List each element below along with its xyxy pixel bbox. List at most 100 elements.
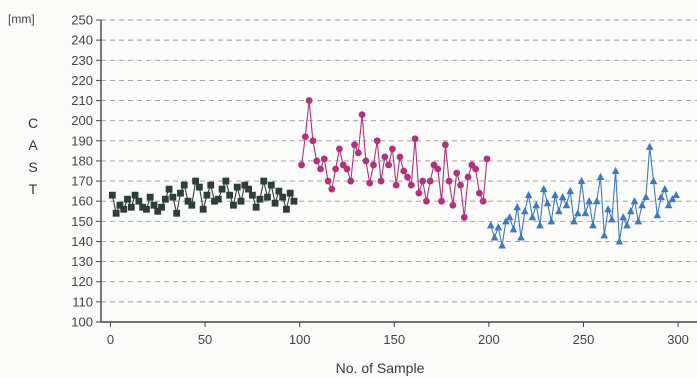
- data-point: [608, 215, 616, 223]
- data-point: [445, 177, 453, 185]
- data-point: [498, 241, 506, 249]
- data-point: [241, 181, 249, 189]
- data-point: [524, 190, 533, 199]
- data-point: [161, 195, 169, 203]
- y-tick-label: 250: [71, 13, 93, 28]
- data-point: [324, 177, 332, 185]
- data-point: [264, 193, 271, 201]
- data-point: [248, 191, 256, 199]
- data-point: [570, 217, 578, 225]
- data-point: [112, 209, 120, 217]
- y-tick-label: 170: [71, 174, 93, 189]
- y-tick-label: 190: [71, 133, 93, 148]
- data-point: [419, 177, 427, 185]
- data-point: [562, 201, 571, 209]
- data-point: [358, 111, 366, 119]
- data-point: [385, 161, 392, 169]
- data-point: [453, 169, 461, 177]
- data-point: [173, 209, 181, 217]
- data-point: [536, 221, 544, 229]
- data-point: [615, 237, 624, 245]
- x-tick-label: 100: [289, 332, 311, 347]
- y-tick-label: 110: [72, 294, 93, 309]
- data-point: [139, 203, 147, 211]
- axes: [100, 20, 697, 323]
- data-point: [392, 181, 400, 189]
- data-point: [600, 231, 609, 239]
- data-point: [423, 197, 430, 205]
- data-point: [581, 209, 590, 217]
- data-point: [555, 207, 563, 215]
- data-point: [388, 145, 396, 153]
- x-tick-label: 50: [198, 332, 212, 347]
- data-point: [124, 195, 131, 203]
- data-point: [438, 197, 445, 205]
- data-point: [146, 193, 154, 201]
- data-point: [513, 203, 522, 211]
- data-point: [589, 221, 597, 229]
- data-point: [218, 185, 226, 193]
- data-point: [222, 177, 230, 185]
- y-tick-label: 120: [71, 274, 93, 289]
- data-point: [154, 207, 162, 215]
- data-point: [558, 192, 567, 201]
- data-point: [283, 205, 290, 213]
- data-point: [672, 190, 680, 199]
- data-point: [377, 177, 385, 185]
- series-2: [298, 97, 491, 221]
- y-tick-label: 100: [71, 315, 93, 330]
- y-tick-label: 160: [71, 194, 93, 209]
- data-point: [343, 165, 351, 173]
- x-tick-label: 0: [107, 332, 114, 347]
- data-point: [494, 223, 503, 231]
- data-point: [230, 201, 237, 209]
- data-point: [150, 201, 158, 209]
- x-tick-label: 300: [667, 332, 689, 347]
- data-point: [320, 155, 328, 163]
- x-tick-label: 150: [383, 332, 405, 347]
- data-point: [135, 197, 143, 205]
- data-point: [645, 142, 654, 150]
- data-point: [328, 185, 336, 193]
- data-point: [449, 201, 457, 209]
- data-point: [275, 187, 283, 195]
- data-point: [143, 205, 150, 213]
- data-point: [336, 145, 343, 153]
- data-point: [370, 161, 377, 169]
- y-unit-label: [mm]: [8, 12, 35, 26]
- y-tick-label: 240: [71, 33, 93, 48]
- data-point: [517, 233, 525, 241]
- data-point: [332, 165, 340, 173]
- data-point: [301, 133, 309, 141]
- y-tick-label: 150: [71, 214, 93, 229]
- data-point: [373, 137, 381, 145]
- data-point: [226, 191, 234, 199]
- data-point: [188, 201, 196, 209]
- data-point: [457, 181, 464, 189]
- data-point: [290, 197, 298, 205]
- data-point: [630, 197, 639, 205]
- data-point: [539, 184, 548, 193]
- data-point: [649, 176, 658, 185]
- data-point: [642, 192, 650, 201]
- data-point: [638, 201, 646, 209]
- data-point: [396, 153, 404, 161]
- data-point: [585, 197, 593, 205]
- data-point: [441, 141, 449, 149]
- data-point: [543, 199, 552, 207]
- data-point: [309, 137, 317, 145]
- data-point: [286, 189, 294, 197]
- data-point: [611, 166, 620, 174]
- data-point: [551, 190, 559, 199]
- x-axis-title: No. of Sample: [336, 360, 425, 376]
- series-3: [486, 142, 680, 249]
- series: [108, 97, 680, 249]
- data-point: [192, 177, 200, 185]
- data-point: [131, 191, 139, 199]
- y-tick-label: 230: [71, 53, 93, 68]
- data-point: [158, 203, 165, 211]
- data-point: [547, 217, 556, 225]
- data-point: [305, 97, 313, 104]
